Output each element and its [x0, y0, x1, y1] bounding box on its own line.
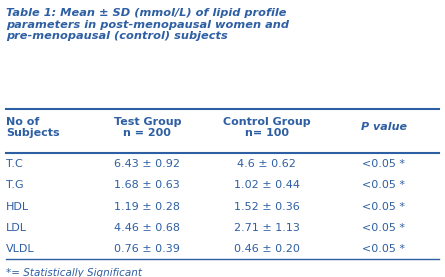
Text: 6.43 ± 0.92: 6.43 ± 0.92 [114, 159, 180, 169]
Text: 1.68 ± 0.63: 1.68 ± 0.63 [114, 180, 180, 190]
Text: T.C: T.C [6, 159, 23, 169]
Text: 0.46 ± 0.20: 0.46 ± 0.20 [234, 244, 299, 254]
Text: 4.46 ± 0.68: 4.46 ± 0.68 [114, 223, 180, 233]
Text: *= Statistically Significant: *= Statistically Significant [6, 268, 142, 277]
Text: <0.05 *: <0.05 * [362, 202, 405, 212]
Text: T.G: T.G [6, 180, 24, 190]
Text: <0.05 *: <0.05 * [362, 159, 405, 169]
Text: HDL: HDL [6, 202, 29, 212]
Text: 1.02 ± 0.44: 1.02 ± 0.44 [234, 180, 300, 190]
Text: <0.05 *: <0.05 * [362, 223, 405, 233]
Text: <0.05 *: <0.05 * [362, 180, 405, 190]
Text: 0.76 ± 0.39: 0.76 ± 0.39 [114, 244, 180, 254]
Text: No of
Subjects: No of Subjects [6, 117, 60, 138]
Text: P value: P value [361, 122, 407, 132]
Text: Table 1: Mean ± SD (mmol/L) of lipid profile
parameters in post-menopausal women: Table 1: Mean ± SD (mmol/L) of lipid pro… [6, 8, 289, 42]
Text: <0.05 *: <0.05 * [362, 244, 405, 254]
Text: Control Group
n= 100: Control Group n= 100 [223, 117, 311, 138]
Text: VLDL: VLDL [6, 244, 34, 254]
Text: Test Group
n = 200: Test Group n = 200 [113, 117, 181, 138]
Text: 1.19 ± 0.28: 1.19 ± 0.28 [114, 202, 180, 212]
Text: 1.52 ± 0.36: 1.52 ± 0.36 [234, 202, 299, 212]
Text: LDL: LDL [6, 223, 27, 233]
Text: 4.6 ± 0.62: 4.6 ± 0.62 [237, 159, 296, 169]
Text: 2.71 ± 1.13: 2.71 ± 1.13 [234, 223, 299, 233]
